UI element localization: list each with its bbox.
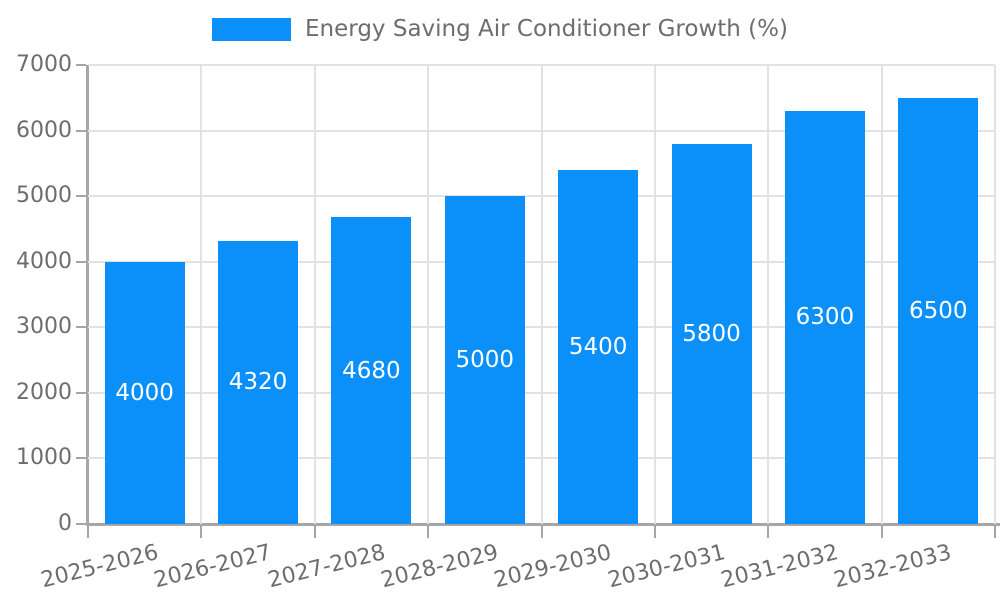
bar-value-label: 5400 — [568, 333, 628, 360]
bar[interactable]: 5400 — [558, 169, 639, 524]
x-axis-tick-label: 2030-2031 — [605, 540, 728, 594]
x-axis-tick — [653, 524, 656, 538]
v-gridline — [653, 65, 656, 524]
v-gridline — [200, 65, 203, 524]
x-axis-line — [86, 523, 1000, 526]
bar[interactable]: 6500 — [898, 97, 979, 524]
bar[interactable]: 4680 — [331, 217, 412, 524]
y-axis-tick-label: 5000 — [16, 183, 72, 209]
x-axis-tick — [313, 524, 316, 538]
y-axis-tick — [76, 326, 86, 329]
x-axis-tick-label: 2025-2026 — [38, 540, 161, 594]
chart-legend[interactable]: Energy Saving Air Conditioner Growth (%) — [0, 16, 1000, 42]
y-axis-tick-label: 7000 — [16, 52, 72, 77]
v-gridline — [313, 65, 316, 524]
y-axis-tick — [76, 260, 86, 263]
legend-swatch-icon — [212, 17, 292, 41]
x-axis-tick — [880, 524, 883, 538]
y-axis-tick — [76, 64, 86, 66]
y-axis-tick-label: 3000 — [16, 314, 72, 340]
y-axis-tick — [76, 523, 86, 525]
bar-value-label: 4000 — [115, 379, 174, 406]
bar[interactable]: 4000 — [104, 261, 185, 524]
x-axis-tick — [994, 524, 996, 538]
bar[interactable]: 5000 — [444, 196, 525, 524]
legend-label: Energy Saving Air Conditioner Growth (%) — [305, 16, 788, 42]
bar-value-label: 6300 — [795, 304, 855, 331]
bar-value-label: 5000 — [455, 347, 515, 374]
y-axis-tick — [76, 195, 86, 198]
y-axis-line — [86, 65, 89, 524]
y-axis-tick — [76, 391, 86, 394]
bar-value-label: 6500 — [909, 297, 968, 324]
x-axis-tick — [427, 524, 430, 538]
bar[interactable]: 5800 — [671, 143, 752, 524]
y-axis-tick-label: 6000 — [16, 117, 72, 143]
plot-area: 0 1000 2000 3000 4000 5000 6000 7000 4000 2025-20… — [16, 52, 1000, 593]
v-gridline — [767, 65, 770, 524]
bar-value-label: 4680 — [342, 357, 401, 384]
v-gridline — [880, 65, 883, 524]
y-axis-tick-label: 4000 — [16, 248, 72, 274]
bar[interactable]: 4320 — [218, 240, 299, 524]
x-axis-tick — [200, 524, 203, 538]
x-axis-tick-label: 2028-2029 — [378, 540, 501, 594]
x-axis-tick-label: 2026-2027 — [151, 540, 275, 594]
v-gridline — [427, 65, 430, 524]
x-axis-tick-label: 2032-2033 — [831, 540, 955, 594]
bar-value-label: 5800 — [682, 320, 741, 347]
x-axis-tick-label: 2027-2028 — [265, 540, 388, 594]
y-axis-tick-label: 1000 — [16, 445, 72, 471]
bar[interactable]: 6300 — [784, 110, 865, 524]
v-gridline — [994, 65, 996, 524]
x-axis-tick — [767, 524, 770, 538]
y-axis-tick-label: 2000 — [16, 379, 72, 405]
x-axis-tick — [87, 524, 89, 538]
x-axis-tick-label: 2029-2030 — [491, 540, 615, 594]
bar-value-label: 4320 — [228, 369, 288, 396]
v-gridline — [540, 65, 543, 524]
x-axis-tick — [540, 524, 543, 538]
y-axis-tick — [76, 129, 86, 132]
y-axis-tick-label: 0 — [58, 511, 72, 536]
x-axis-tick-label: 2031-2032 — [718, 540, 841, 594]
y-axis-tick — [76, 457, 86, 460]
